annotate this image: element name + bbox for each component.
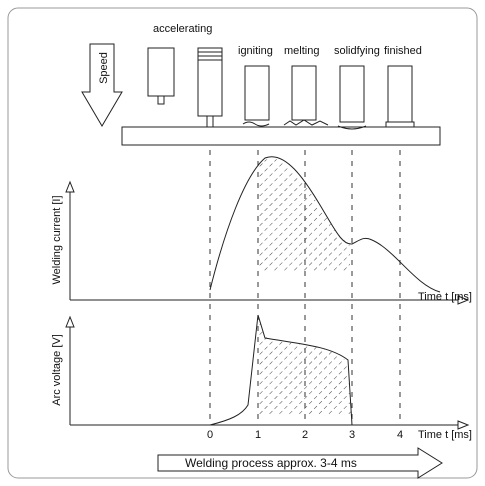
speed-arrow xyxy=(81,43,123,127)
tick-label: 3 xyxy=(349,429,355,441)
time-axis-label: Time t [ms] xyxy=(418,429,472,441)
current-graph xyxy=(65,156,470,305)
studs xyxy=(147,47,415,130)
current-axis-label: Welding current [I] xyxy=(51,195,63,284)
process-label: Welding process approx. 3-4 ms xyxy=(185,456,357,470)
voltage-graph xyxy=(65,314,470,430)
stage-label: solidfying xyxy=(334,45,380,57)
stage-label: accelerating xyxy=(153,23,212,35)
stage-label: melting xyxy=(284,45,319,57)
speed-label: Speed xyxy=(98,52,110,84)
tick-label: 1 xyxy=(255,429,261,441)
plate xyxy=(121,126,441,146)
tick-label: 4 xyxy=(397,429,403,441)
tick-label: 2 xyxy=(302,429,308,441)
frame xyxy=(7,7,478,479)
voltage-axis-label: Arc voltage [V] xyxy=(51,334,63,406)
tick-label: 0 xyxy=(207,429,213,441)
time-axis-label: Time t [ms] xyxy=(418,291,472,303)
process-arrow xyxy=(157,447,443,479)
stage-label: igniting xyxy=(238,45,273,57)
stage-label: finished xyxy=(384,45,422,57)
